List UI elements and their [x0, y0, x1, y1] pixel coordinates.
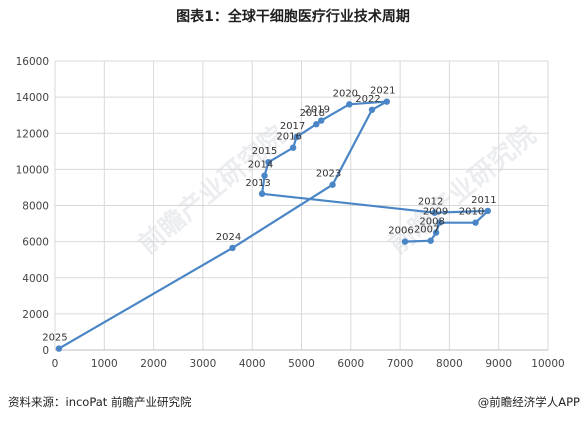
y-tick-label: 2000 — [22, 309, 49, 321]
x-axis: 0 1000 2000 3000 4000 5000 6000 7000 8000 9000 100… — [52, 349, 565, 370]
y-tick-label: 4000 — [22, 273, 49, 285]
point-label: 2019 — [304, 105, 329, 116]
y-tick-label: 8000 — [22, 201, 49, 213]
line-chart: 0 2000 4000 6000 8000 10000 12000 14000 16000 0 1… — [16, 56, 565, 370]
x-tick-label: 0 — [52, 358, 59, 370]
data-point — [289, 144, 297, 151]
y-tick-label: 10000 — [16, 164, 49, 176]
y-tick-label: 14000 — [16, 92, 49, 104]
data-point — [293, 133, 300, 141]
source-note: 资料来源：incoPat 前瞻产业研究院 — [8, 395, 192, 409]
data-point — [484, 207, 492, 215]
point-label: 2006 — [388, 226, 413, 237]
data-point — [261, 172, 268, 179]
data-point — [368, 106, 376, 113]
x-tick-label: 3000 — [190, 358, 217, 370]
y-tick-label: 12000 — [16, 128, 49, 140]
data-point — [258, 190, 266, 197]
point-label: 2007 — [414, 225, 439, 236]
point-label: 2018 — [300, 108, 325, 119]
series-line — [55, 98, 492, 352]
data-point — [318, 117, 325, 124]
x-tick-label: 5000 — [288, 358, 315, 370]
x-tick-label: 6000 — [337, 358, 364, 370]
point-label: 2014 — [248, 160, 273, 171]
point-label: 2020 — [333, 88, 358, 99]
data-point — [229, 244, 236, 252]
point-label: 2023 — [316, 169, 341, 180]
data-point — [55, 345, 63, 352]
data-point — [401, 238, 409, 245]
data-point — [427, 237, 434, 244]
y-tick-label: 0 — [42, 345, 49, 357]
point-label: 2012 — [418, 197, 443, 208]
data-point — [329, 181, 336, 188]
data-point — [436, 219, 443, 226]
point-label: 2017 — [280, 121, 305, 132]
y-tick-label: 6000 — [22, 237, 49, 249]
point-label: 2013 — [245, 178, 270, 189]
brand-note: @前瞻经济学人APP — [477, 395, 580, 409]
data-point — [431, 209, 438, 216]
data-point — [265, 158, 272, 166]
y-tick-label: 16000 — [16, 56, 49, 68]
point-label: 2022 — [355, 94, 380, 105]
x-tick-label: 4000 — [239, 358, 266, 370]
point-label: 2008 — [419, 217, 444, 228]
y-axis: 0 2000 4000 6000 8000 10000 12000 14000 16000 — [16, 56, 49, 357]
point-label: 2009 — [423, 207, 448, 218]
chart-title: 图表1：全球干细胞医疗行业技术周期 — [176, 9, 410, 25]
point-label: 2016 — [276, 132, 301, 143]
x-tick-label: 9000 — [485, 358, 512, 370]
gridlines — [54, 60, 549, 351]
data-point — [432, 229, 440, 236]
x-tick-label: 2000 — [140, 358, 167, 370]
x-tick-label: 8000 — [436, 358, 463, 370]
x-tick-label: 7000 — [387, 358, 414, 370]
data-point — [383, 98, 390, 105]
point-label: 2011 — [471, 195, 496, 206]
point-label: 2015 — [252, 146, 277, 157]
data-point — [472, 219, 479, 226]
data-point — [313, 121, 320, 128]
x-tick-label: 1000 — [91, 358, 118, 370]
data-point — [346, 101, 353, 108]
point-label: 2021 — [370, 86, 395, 97]
point-label: 2025 — [42, 333, 67, 344]
x-tick-label: 10000 — [531, 358, 564, 370]
point-label: 2024 — [216, 232, 241, 243]
point-label: 2010 — [459, 207, 484, 218]
